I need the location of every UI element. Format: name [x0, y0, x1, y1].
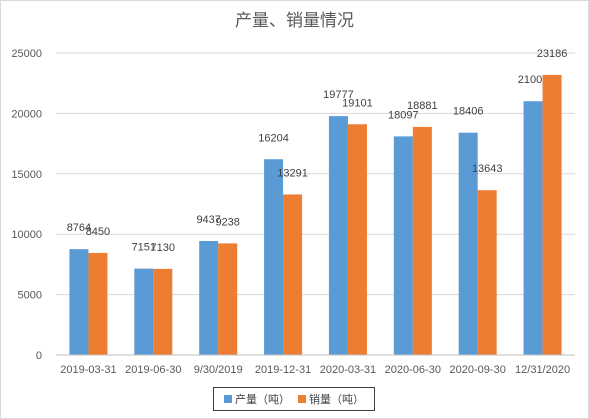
legend-swatch-production — [224, 395, 232, 403]
bar-production — [69, 249, 89, 355]
x-tick-label: 2020-09-30 — [450, 364, 506, 376]
data-label-production: 18406 — [453, 106, 484, 118]
x-tick-label: 9/30/2019 — [194, 364, 243, 376]
data-label-sales: 7130 — [151, 242, 175, 254]
x-tick-label: 2020-06-30 — [385, 364, 441, 376]
y-tick-label: 0 — [36, 350, 42, 362]
bar-production — [134, 268, 154, 355]
legend-label-production: 产量（吨） — [235, 393, 290, 406]
data-label-production: 7151 — [132, 242, 156, 254]
x-tick-label: 2019-06-30 — [125, 364, 181, 376]
data-label-sales: 23186 — [537, 48, 568, 60]
y-tick-label: 10000 — [11, 229, 42, 241]
y-tick-label: 5000 — [18, 290, 42, 302]
y-tick-label: 25000 — [11, 48, 42, 60]
legend-swatch-sales — [298, 395, 306, 403]
data-label-production: 21008 — [518, 74, 549, 86]
legend: 产量（吨） 销量（吨） — [213, 387, 375, 411]
bar-production — [328, 116, 348, 355]
bar-production — [393, 136, 413, 355]
data-label-sales: 13643 — [472, 163, 503, 175]
bar-sales — [88, 252, 108, 355]
y-tick-label: 20000 — [11, 108, 42, 120]
data-label-production: 19777 — [323, 89, 354, 101]
bar-production — [199, 241, 219, 355]
x-tick-label: 2019-03-31 — [60, 364, 116, 376]
bar-sales — [347, 124, 367, 355]
data-label-sales: 19101 — [342, 97, 373, 109]
legend-item-sales: 销量（吨） — [298, 391, 364, 407]
bar-sales — [477, 190, 497, 355]
data-label-sales: 13291 — [277, 167, 308, 179]
data-label-sales: 9238 — [215, 216, 239, 228]
legend-label-sales: 销量（吨） — [309, 393, 364, 406]
chart-title: 产量、销量情况 — [235, 11, 354, 31]
bar-sales — [412, 126, 432, 356]
data-label-production: 18097 — [388, 109, 419, 121]
data-label-production: 8764 — [67, 222, 91, 234]
x-tick-label: 2019-12-31 — [255, 364, 311, 376]
bar-sales — [218, 243, 238, 355]
x-tick-label: 2020-03-31 — [320, 364, 376, 376]
bar-sales — [153, 268, 173, 355]
data-label-sales: 18881 — [407, 100, 438, 112]
x-tick-label: 12/31/2020 — [515, 364, 570, 376]
data-label-production: 9437 — [196, 214, 220, 226]
data-label-production: 16204 — [258, 132, 289, 144]
bar-production — [523, 101, 543, 355]
y-tick-label: 15000 — [11, 169, 42, 181]
bar-sales — [283, 194, 303, 355]
bar-sales — [542, 74, 562, 355]
bar-production — [264, 159, 284, 355]
bar-production — [458, 132, 478, 355]
data-label-sales: 8450 — [86, 226, 110, 238]
legend-item-production: 产量（吨） — [224, 391, 290, 407]
